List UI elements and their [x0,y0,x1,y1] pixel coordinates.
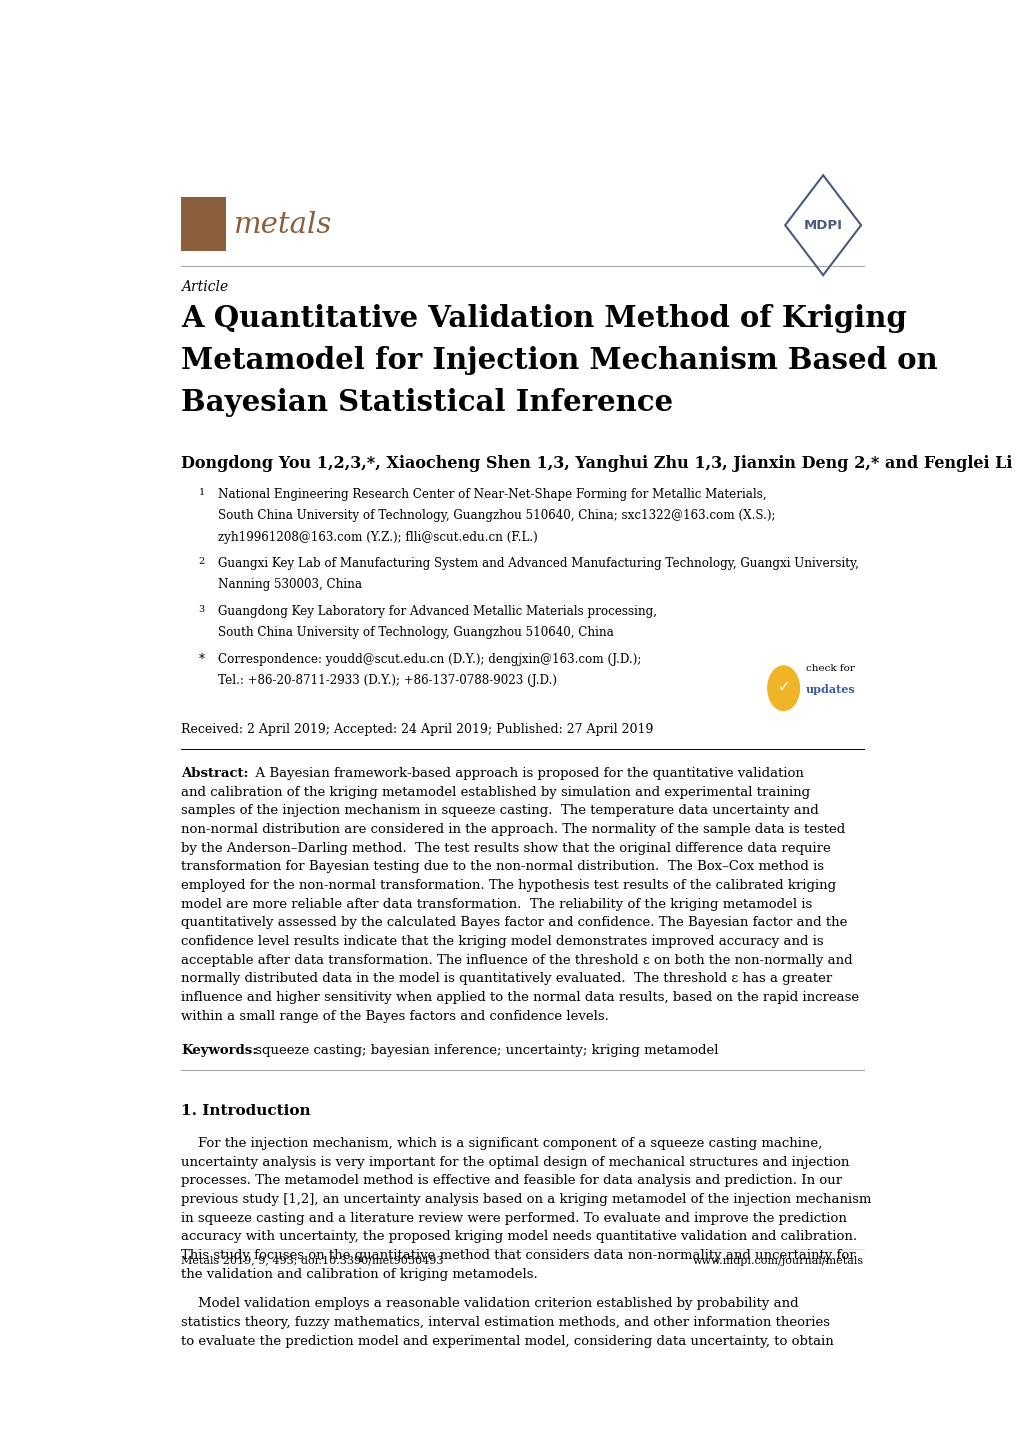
Text: statistics theory, fuzzy mathematics, interval estimation methods, and other inf: statistics theory, fuzzy mathematics, in… [181,1317,829,1330]
Text: Article: Article [181,280,228,294]
Text: National Engineering Research Center of Near-Net-Shape Forming for Metallic Mate: National Engineering Research Center of … [218,489,766,502]
Text: Guangdong Key Laboratory for Advanced Metallic Materials processing,: Guangdong Key Laboratory for Advanced Me… [218,606,657,619]
Text: employed for the non-normal transformation. The hypothesis test results of the c: employed for the non-normal transformati… [181,880,836,893]
Text: Dongdong You 1,2,3,*, Xiaocheng Shen 1,3, Yanghui Zhu 1,3, Jianxin Deng 2,* and : Dongdong You 1,2,3,*, Xiaocheng Shen 1,3… [181,456,1019,472]
Text: A Bayesian framework-based approach is proposed for the quantitative validation: A Bayesian framework-based approach is p… [247,767,803,780]
Text: ✓: ✓ [776,679,790,694]
Text: by the Anderson–Darling method.  The test results show that the original differe: by the Anderson–Darling method. The test… [181,842,830,855]
Text: in squeeze casting and a literature review were performed. To evaluate and impro: in squeeze casting and a literature revi… [181,1211,847,1224]
Text: *: * [199,653,205,666]
FancyBboxPatch shape [181,198,226,251]
Text: Model validation employs a reasonable validation criterion established by probab: Model validation employs a reasonable va… [181,1298,798,1311]
Text: confidence level results indicate that the kriging model demonstrates improved a: confidence level results indicate that t… [181,934,823,947]
Text: www.mdpi.com/journal/metals: www.mdpi.com/journal/metals [693,1256,863,1266]
Text: 1: 1 [199,489,205,497]
Text: within a small range of the Bayes factors and confidence levels.: within a small range of the Bayes factor… [181,1009,608,1022]
Text: 2: 2 [199,557,205,567]
Text: to evaluate the prediction model and experimental model, considering data uncert: to evaluate the prediction model and exp… [181,1335,834,1348]
Text: processes. The metamodel method is effective and feasible for data analysis and : processes. The metamodel method is effec… [181,1174,842,1187]
Text: quantitatively assessed by the calculated Bayes factor and confidence. The Bayes: quantitatively assessed by the calculate… [181,916,847,929]
Text: and calibration of the kriging metamodel established by simulation and experimen: and calibration of the kriging metamodel… [181,786,809,799]
Text: 3: 3 [199,606,205,614]
Text: non-normal distribution are considered in the approach. The normality of the sam: non-normal distribution are considered i… [181,823,845,836]
Text: the validation and calibration of kriging metamodels.: the validation and calibration of krigin… [181,1268,537,1280]
Text: MDPI: MDPI [803,219,842,232]
Text: uncertainty analysis is very important for the optimal design of mechanical stru: uncertainty analysis is very important f… [181,1155,849,1168]
Text: squeeze casting; bayesian inference; uncertainty; kriging metamodel: squeeze casting; bayesian inference; unc… [251,1044,717,1057]
Text: accuracy with uncertainty, the proposed kriging model needs quantitative validat: accuracy with uncertainty, the proposed … [181,1230,857,1243]
Text: Metals 2019, 9, 493; doi:10.3390/met9050493: Metals 2019, 9, 493; doi:10.3390/met9050… [181,1256,443,1266]
Circle shape [767,666,799,711]
Text: A Quantitative Validation Method of Kriging: A Quantitative Validation Method of Krig… [181,304,906,333]
Text: Metamodel for Injection Mechanism Based on: Metamodel for Injection Mechanism Based … [181,346,936,375]
Text: influence and higher sensitivity when applied to the normal data results, based : influence and higher sensitivity when ap… [181,991,859,1004]
Text: 1. Introduction: 1. Introduction [181,1103,311,1118]
Text: Tel.: +86-20-8711-2933 (D.Y.); +86-137-0788-9023 (J.D.): Tel.: +86-20-8711-2933 (D.Y.); +86-137-0… [218,673,556,686]
Text: Keywords:: Keywords: [181,1044,257,1057]
Text: Bayesian Statistical Inference: Bayesian Statistical Inference [181,388,673,417]
Text: Abstract:: Abstract: [181,767,249,780]
Text: acceptable after data transformation. The influence of the threshold ε on both t: acceptable after data transformation. Th… [181,953,852,966]
Text: For the injection mechanism, which is a significant component of a squeeze casti: For the injection mechanism, which is a … [181,1138,821,1151]
Text: South China University of Technology, Guangzhou 510640, China; sxc1322@163.com (: South China University of Technology, Gu… [218,509,775,522]
Text: Nanning 530003, China: Nanning 530003, China [218,578,362,591]
Text: Guangxi Key Lab of Manufacturing System and Advanced Manufacturing Technology, G: Guangxi Key Lab of Manufacturing System … [218,557,858,570]
Text: This study focuses on the quantitative method that considers data non-normality : This study focuses on the quantitative m… [181,1249,855,1262]
Text: transformation for Bayesian testing due to the non-normal distribution.  The Box: transformation for Bayesian testing due … [181,861,823,874]
Text: South China University of Technology, Guangzhou 510640, China: South China University of Technology, Gu… [218,626,613,639]
Text: metals: metals [234,211,332,239]
Text: check for: check for [805,663,854,673]
Text: updates: updates [805,684,855,695]
Text: previous study [1,2], an uncertainty analysis based on a kriging metamodel of th: previous study [1,2], an uncertainty ana… [181,1193,871,1206]
Text: zyh19961208@163.com (Y.Z.); flli@scut.edu.cn (F.L.): zyh19961208@163.com (Y.Z.); flli@scut.ed… [218,531,538,544]
Text: samples of the injection mechanism in squeeze casting.  The temperature data unc: samples of the injection mechanism in sq… [181,805,818,818]
Text: Received: 2 April 2019; Accepted: 24 April 2019; Published: 27 April 2019: Received: 2 April 2019; Accepted: 24 Apr… [181,722,653,735]
Text: normally distributed data in the model is quantitatively evaluated.  The thresho: normally distributed data in the model i… [181,972,832,985]
Text: Correspondence: youdd@scut.edu.cn (D.Y.); dengjxin@163.com (J.D.);: Correspondence: youdd@scut.edu.cn (D.Y.)… [218,653,641,666]
Text: model are more reliable after data transformation.  The reliability of the krigi: model are more reliable after data trans… [181,898,812,911]
